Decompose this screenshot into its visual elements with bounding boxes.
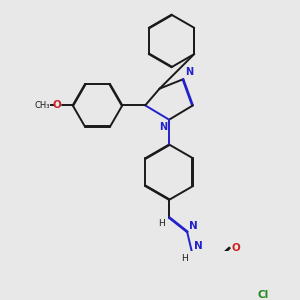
Text: N: N — [185, 67, 194, 77]
Text: CH₃: CH₃ — [34, 101, 50, 110]
Text: Cl: Cl — [257, 290, 268, 300]
Text: N: N — [189, 221, 198, 231]
Text: N: N — [194, 242, 203, 251]
Text: H: H — [158, 219, 165, 228]
Text: O: O — [52, 100, 61, 110]
Text: O: O — [231, 243, 240, 253]
Text: N: N — [159, 122, 167, 132]
Text: H: H — [182, 254, 188, 263]
